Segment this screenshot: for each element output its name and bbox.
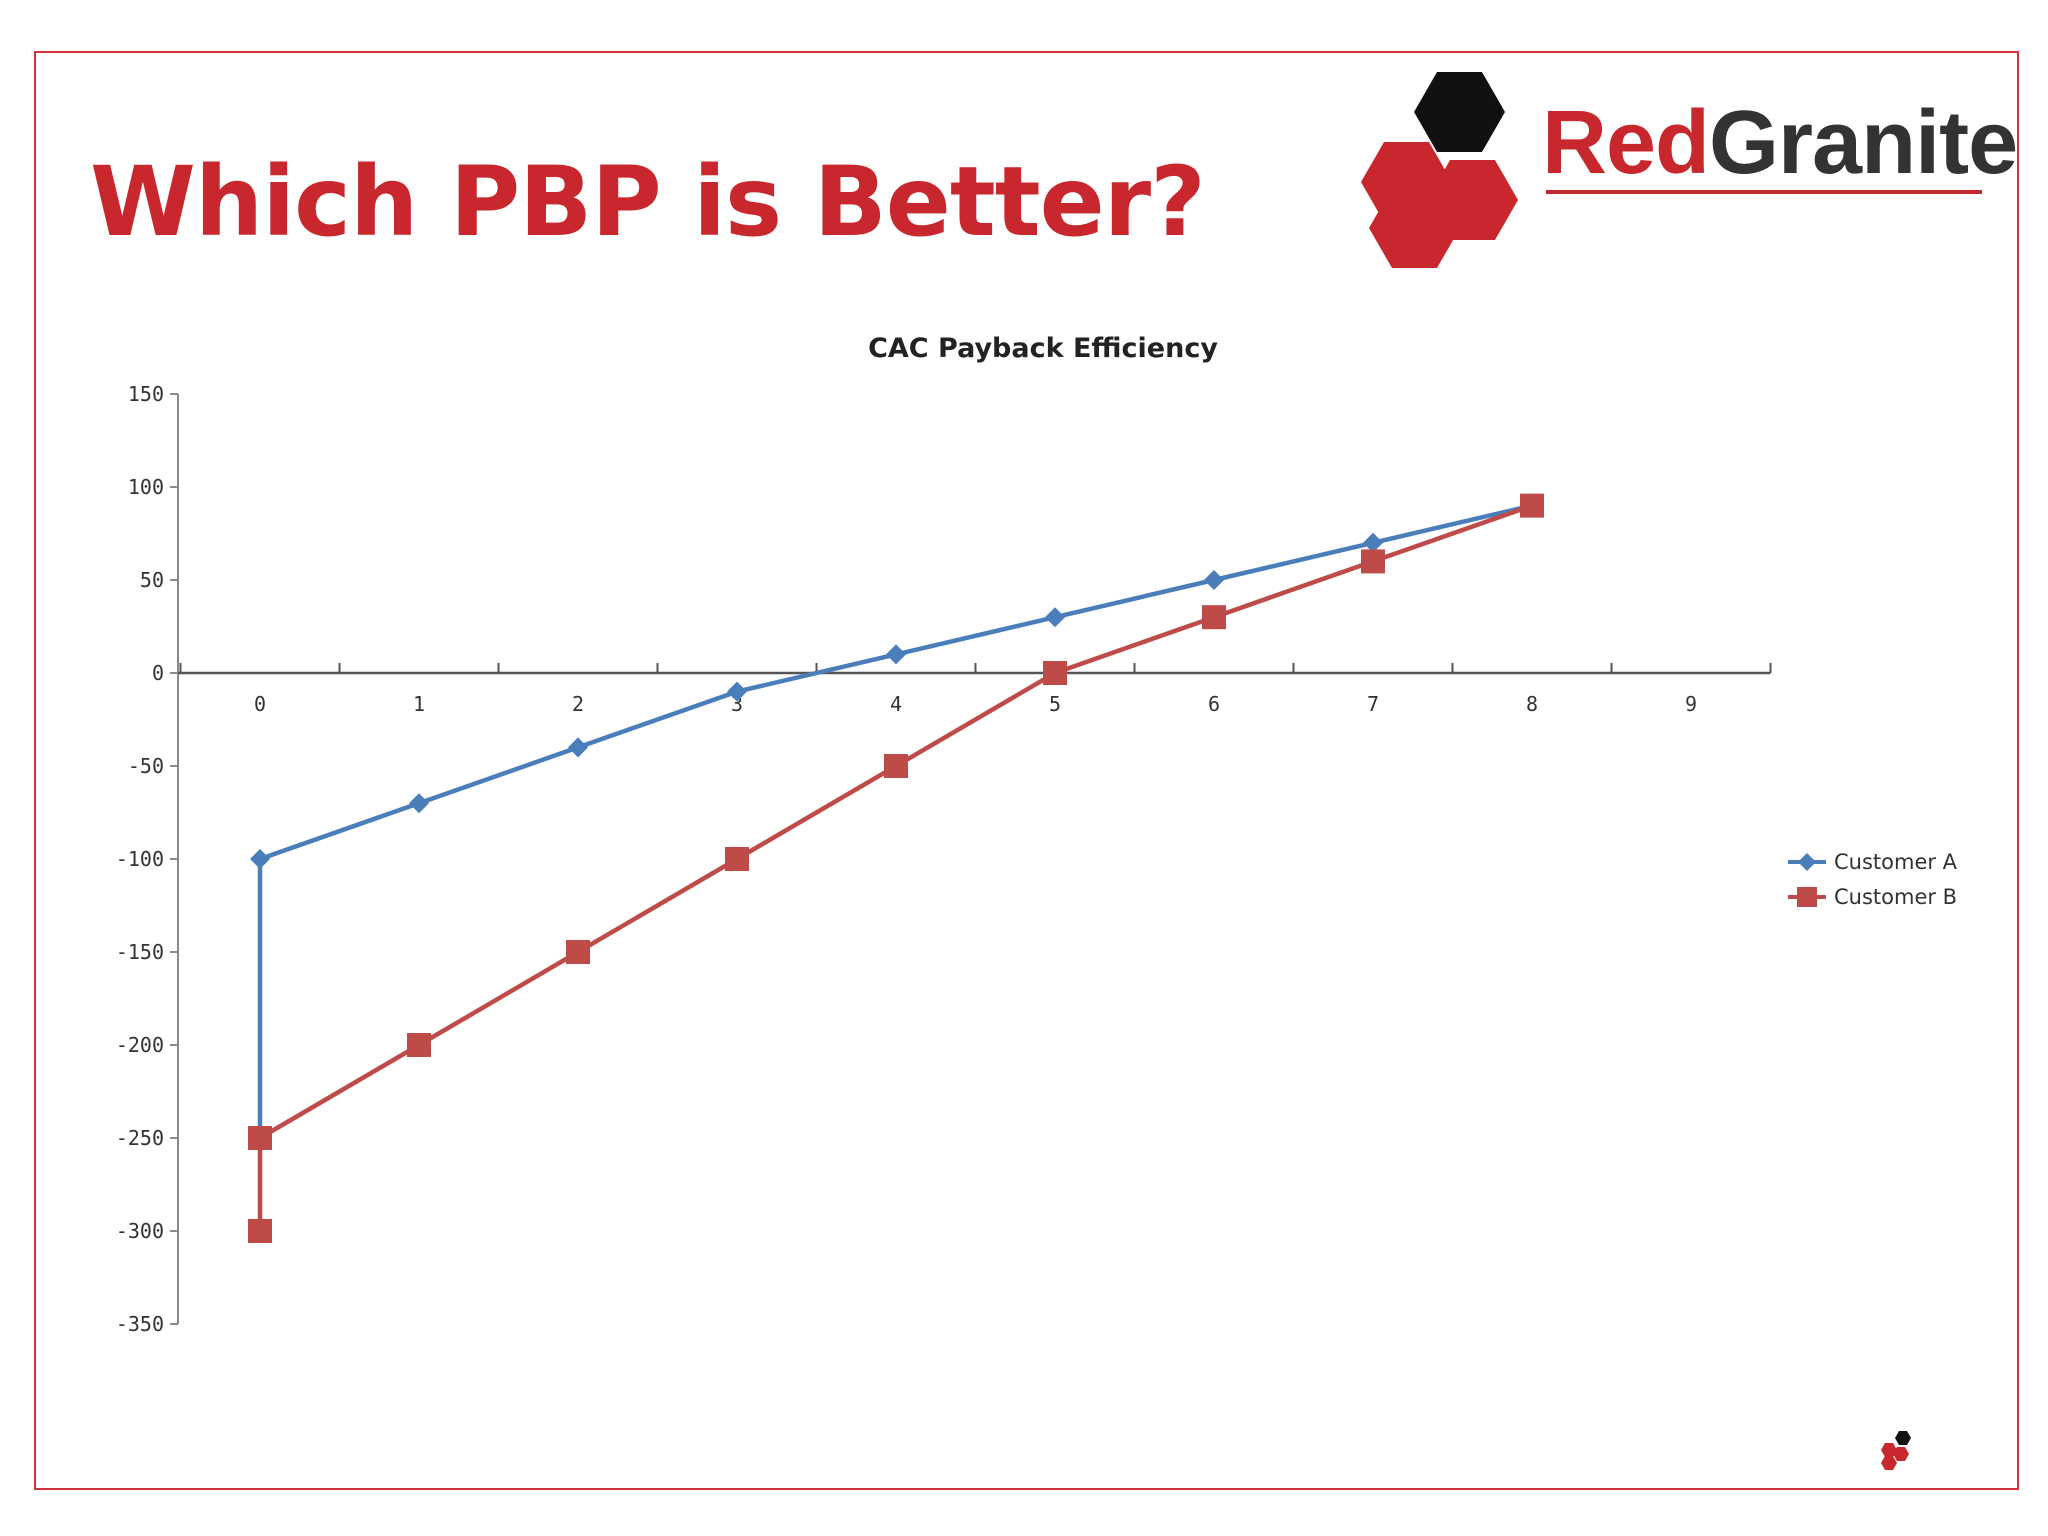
series-line-customer-a [257, 503, 1533, 1138]
data-point-customer-b [1520, 493, 1544, 518]
x-tick-label: 7 [1367, 692, 1379, 716]
x-tick-label: 5 [1049, 692, 1061, 716]
logo-hex-bottom [1369, 188, 1460, 268]
x-tick-label: 9 [1685, 692, 1697, 716]
y-tick-label: 150 [128, 382, 164, 406]
logo-underline [1546, 190, 1982, 194]
data-point-customer-a [1045, 607, 1065, 628]
y-tick-label: -200 [116, 1033, 164, 1057]
data-point-customer-b [1043, 661, 1067, 685]
data-point-customer-a [727, 681, 747, 702]
y-tick-label: -150 [116, 940, 164, 964]
data-point-customer-a [886, 644, 906, 665]
x-tick-label: 1 [413, 692, 425, 716]
logo-hex-black [1414, 72, 1505, 152]
data-point-customer-a [1204, 570, 1224, 590]
chart-legend: Customer A Customer B [1788, 850, 1958, 909]
legend-marker-diamond-icon [1798, 853, 1816, 871]
data-point-customer-b [248, 1219, 272, 1243]
hexagon-cluster-icon [1361, 72, 1518, 268]
data-point-customer-b [407, 1033, 431, 1057]
legend-label: Customer A [1834, 850, 1958, 874]
slide-frame [34, 51, 2019, 1490]
data-point-customer-b [1361, 549, 1385, 574]
data-point-customer-a [1363, 532, 1383, 553]
series-line-customer-b [257, 503, 1533, 1231]
y-tick-label: -350 [116, 1312, 164, 1336]
x-tick-label: 0 [254, 692, 266, 716]
data-point-customer-b [566, 940, 590, 964]
y-tick-label: -50 [128, 754, 164, 778]
footer-hexagon-icon [1881, 1431, 1911, 1470]
chart-title: CAC Payback Efficiency [868, 333, 1218, 364]
data-point-customer-a [409, 793, 429, 814]
data-point-customer-b [884, 754, 908, 778]
data-point-customer-a [568, 737, 588, 758]
y-tick-label: 50 [140, 568, 164, 592]
legend-label: Customer B [1834, 885, 1957, 909]
logo-word-granite: Granite [1709, 93, 2018, 193]
data-point-customer-a [250, 849, 270, 869]
logo-wordmark: RedGranite [1542, 98, 2018, 188]
data-point-customer-b [248, 1126, 272, 1150]
x-tick-label: 2 [572, 692, 584, 716]
data-point-customer-b [725, 847, 749, 871]
chart-series [248, 493, 1544, 1243]
y-tick-label: 0 [152, 661, 164, 685]
x-tick-label: 6 [1208, 692, 1220, 716]
x-tick-label: 8 [1526, 692, 1538, 716]
x-tick-label: 4 [890, 692, 902, 716]
slide-title: Which PBP is Better? [90, 146, 1206, 258]
y-tick-label: -250 [116, 1126, 164, 1150]
y-tick-label: -300 [116, 1219, 164, 1243]
y-tick-label: -100 [116, 847, 164, 871]
legend-marker-square-icon [1797, 887, 1817, 907]
data-point-customer-b [1202, 605, 1226, 630]
logo-word-red: Red [1542, 93, 1710, 193]
redgranite-logo: RedGranite [1360, 70, 2018, 270]
y-tick-label: 100 [128, 475, 164, 499]
